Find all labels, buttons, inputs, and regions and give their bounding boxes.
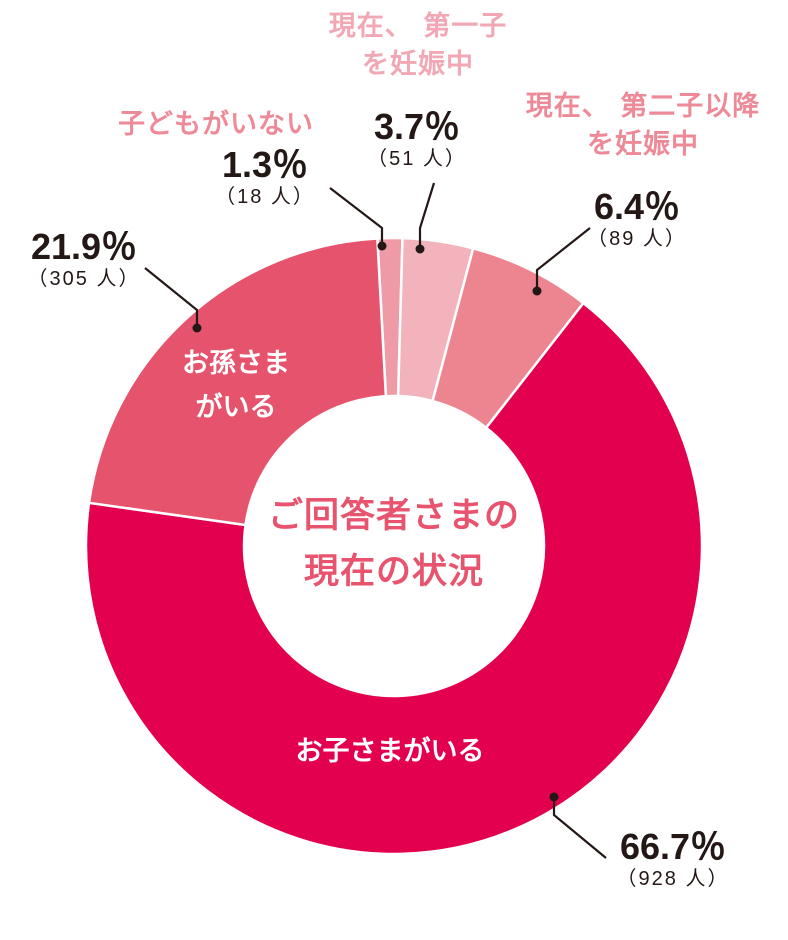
value-first-pregnancy: 3.7％ （51 人） (362, 108, 472, 172)
category-label-line-1: 現在、 第二子以降 (525, 91, 761, 122)
chart-center-title: ご回答者さまの 現在の状況 (244, 488, 544, 600)
center-title-line-1: ご回答者さまの (267, 496, 520, 536)
category-label-line-2: を妊娠中 (587, 129, 699, 160)
label-no-children: 子どもがいない (96, 106, 336, 144)
leader-line-children (552, 798, 607, 859)
center-title-line-2: 現在の状況 (303, 552, 484, 592)
leader-line-first-pregnancy (418, 182, 436, 248)
count-value: （51 人） (367, 148, 467, 170)
dot-no-children (377, 241, 387, 251)
category-label-line-2: を妊娠中 (362, 49, 474, 80)
category-label-line-1: 現在、 第一子 (328, 11, 508, 42)
inside-label-children: お子さまがいる (270, 730, 510, 774)
inside-label-text: お子さまがいる (295, 736, 485, 767)
donut-slice-3 (84, 301, 704, 856)
leader-line-grandchildren (144, 267, 199, 328)
percent-value: 3.7％ (373, 106, 461, 147)
inside-label-line-1: お孫さま (182, 348, 290, 379)
count-value: （18 人） (215, 186, 315, 208)
inside-label-line-2: がいる (195, 392, 277, 423)
dot-second-pregnancy (532, 286, 542, 296)
leader-line-second-pregnancy (535, 227, 591, 291)
leader-lines (144, 182, 607, 859)
value-no-children: 1.3％ （18 人） (210, 146, 320, 210)
dot-children (549, 792, 559, 802)
value-grandchildren: 21.9％ （305 人） (14, 228, 154, 292)
percent-value: 1.3％ (221, 144, 309, 185)
inside-label-grandchildren: お孫さま がいる (166, 342, 306, 430)
donut-slice-4 (87, 237, 388, 527)
label-second-pregnancy: 現在、 第二子以降 を妊娠中 (498, 88, 788, 164)
percent-value: 6.4％ (593, 186, 681, 227)
value-second-pregnancy: 6.4％ （89 人） (582, 188, 692, 252)
percent-value: 21.9％ (30, 226, 138, 267)
dot-first-pregnancy (415, 244, 425, 254)
count-value: （928 人） (616, 868, 730, 890)
count-value: （305 人） (27, 268, 141, 290)
donut-slices (84, 236, 704, 856)
label-first-pregnancy: 現在、 第一子 を妊娠中 (298, 8, 538, 84)
leader-line-no-children (329, 187, 384, 245)
percent-value: 66.7％ (619, 826, 727, 867)
value-children: 66.7％ （928 人） (608, 828, 738, 892)
leader-dots (192, 241, 559, 802)
category-label: 子どもがいない (118, 109, 314, 140)
dot-grandchildren (192, 323, 202, 333)
count-value: （89 人） (587, 228, 687, 250)
